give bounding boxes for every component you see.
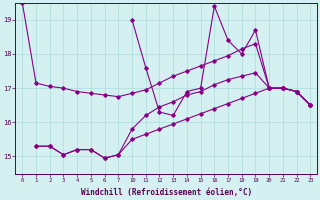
X-axis label: Windchill (Refroidissement éolien,°C): Windchill (Refroidissement éolien,°C) [81, 188, 252, 197]
